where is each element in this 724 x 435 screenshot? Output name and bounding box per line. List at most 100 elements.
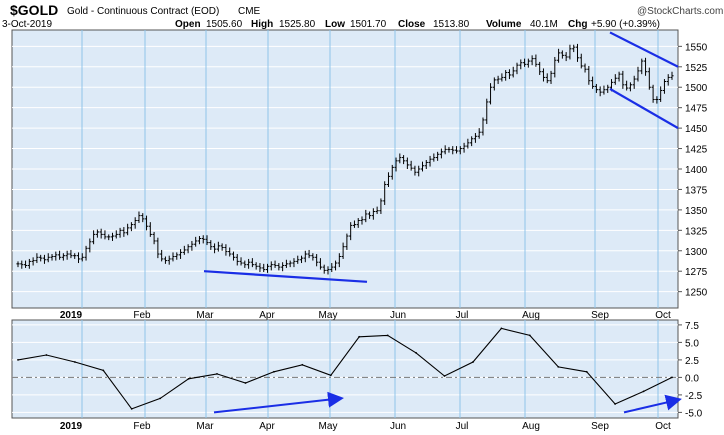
momentum-point (301, 363, 304, 366)
change-label: Chg (568, 19, 587, 30)
ohlc-bar (405, 157, 409, 169)
ohlc-bar (500, 73, 504, 82)
ohlc-bar (175, 252, 179, 260)
ohlc-bar (262, 263, 266, 273)
ohlc-bar (337, 253, 341, 268)
ohlc-bar (76, 252, 81, 264)
momentum-panel: 7.5 5.0 2.5 0.0 -2.5 -5.0 2019 Feb Mar Apr May Jun… (11, 319, 703, 432)
momentum-x-tick-label: Feb (133, 421, 151, 432)
ohlc-bar (61, 253, 65, 261)
momentum-line (17, 327, 673, 410)
momentum-point (614, 403, 616, 405)
ohlc-bar (640, 58, 644, 75)
price-x-tick-label: Sep (591, 310, 609, 321)
ohlc-bar (315, 254, 319, 267)
ohlc-bar (209, 240, 213, 250)
ohlc-bar (398, 153, 402, 164)
ohlc-bar (69, 249, 73, 259)
price-y-tick-label: 1425 (685, 145, 708, 156)
price-y-tick-label: 1550 (685, 42, 708, 53)
ohlc-bar (224, 244, 228, 256)
momentum-point (528, 334, 531, 337)
price-y-tick-label: 1500 (685, 83, 708, 94)
close-label: Close (398, 19, 426, 30)
ohlc-bar (27, 258, 31, 269)
ohlc-bar (160, 249, 164, 262)
ohlc-bar (243, 260, 247, 268)
price-x-tick-label: 2019 (60, 310, 83, 321)
price-x-tick-label: Jun (390, 310, 406, 321)
ohlc-bar (413, 165, 417, 176)
ohlc-bar (602, 85, 606, 95)
date-label: 3-Oct-2019 (2, 19, 52, 30)
ohlc-bar (659, 86, 663, 102)
momentum-point (585, 370, 588, 373)
ohlc-bar (42, 254, 47, 264)
ohlc-bar (110, 232, 115, 241)
ohlc-bar (269, 261, 273, 271)
ohlc-bar (114, 230, 118, 239)
ohlc-bar (178, 249, 183, 259)
ohlc-bar (281, 262, 285, 272)
ohlc-bar (277, 263, 281, 271)
ohlc-bar (258, 263, 262, 273)
price-x-tick-label: Feb (133, 310, 151, 321)
ohlc-bar (553, 56, 557, 78)
ohlc-bar (583, 63, 587, 73)
ohlc-bar (454, 146, 459, 154)
low-label: Low (325, 19, 345, 30)
ohlc-bar (167, 255, 171, 265)
ohlc-bar (443, 145, 447, 155)
momentum-point (443, 375, 446, 377)
ohlc-bar (636, 66, 640, 82)
ohlc-bar (515, 62, 519, 75)
price-y-tick-label: 1250 (685, 288, 708, 299)
momentum-trendlines (213, 391, 682, 414)
ohlc-bar (439, 148, 443, 159)
momentum-x-tick-label: Oct (655, 421, 671, 432)
price-x-tick-label: Aug (522, 310, 540, 321)
ohlc-bar (488, 83, 493, 105)
momentum-point (244, 382, 247, 384)
ohlc-bar (530, 55, 534, 66)
price-ohlc-bars (16, 43, 674, 275)
ohlc-bar (152, 231, 156, 245)
ohlc-bar (326, 266, 330, 275)
momentum-point (216, 373, 218, 375)
ohlc-bar (46, 253, 50, 263)
ohlc-bar (205, 235, 209, 246)
momentum-point (472, 361, 474, 363)
ohlc-bar (54, 251, 58, 261)
ohlc-bar (129, 222, 134, 232)
ohlc-bar (292, 258, 296, 268)
ohlc-bar (662, 79, 667, 94)
momentum-point (130, 408, 133, 410)
ohlc-bar (31, 257, 35, 266)
ohlc-bar (333, 260, 338, 271)
momentum-vertical-gridlines (81, 320, 659, 418)
momentum-plot-area (11, 319, 679, 419)
ohlc-bar (526, 58, 530, 68)
ohlc-bar (390, 164, 394, 180)
momentum-y-tick-label: 0.0 (685, 373, 699, 384)
ohlc-bar (470, 136, 474, 147)
price-y-tick-label: 1275 (685, 267, 708, 278)
momentum-x-tick-label: Jul (456, 421, 469, 432)
ohlc-bar (92, 230, 96, 245)
ohlc-bar (133, 217, 137, 229)
open-value: 1505.60 (206, 19, 243, 30)
ohlc-bar (625, 80, 629, 91)
ohlc-bar (144, 215, 149, 231)
momentum-point (159, 397, 162, 400)
momentum-x-tick-label: Sep (591, 421, 609, 432)
ohlc-bar (186, 244, 190, 254)
high-value: 1525.80 (279, 19, 316, 30)
ohlc-bar (617, 71, 621, 82)
ohlc-bar (462, 142, 466, 153)
ohlc-bar (39, 254, 43, 262)
ohlc-bar (492, 77, 496, 91)
ohlc-bar (88, 238, 92, 253)
high-label: High (251, 19, 273, 30)
ohlc-bar (330, 263, 334, 273)
momentum-y-axis: 7.5 5.0 2.5 0.0 -2.5 -5.0 (678, 321, 703, 419)
